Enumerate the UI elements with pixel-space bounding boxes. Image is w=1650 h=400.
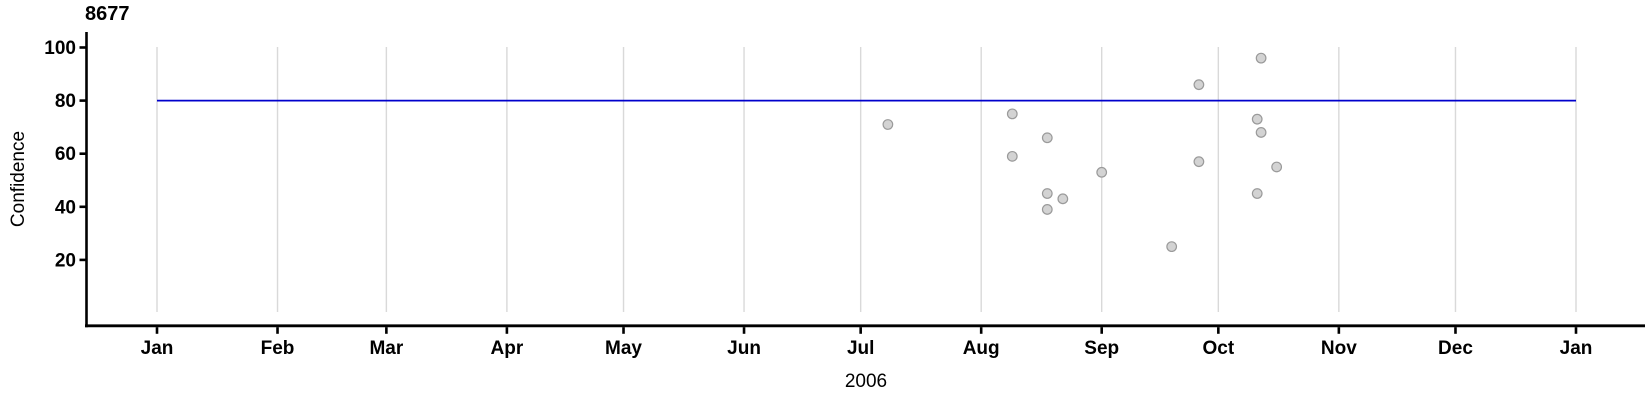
- x-tick-label: Jun: [727, 338, 761, 359]
- data-point: [1271, 161, 1283, 173]
- x-axis-title: 2006: [844, 371, 888, 392]
- y-tick-label: 40: [55, 197, 76, 218]
- y-tick-label: 20: [55, 250, 76, 271]
- data-point: [1006, 150, 1018, 162]
- data-point: [1251, 188, 1263, 199]
- data-point: [1041, 188, 1053, 199]
- x-tick-label: May: [605, 338, 642, 359]
- data-point: [882, 119, 894, 130]
- data-point: [1255, 127, 1267, 138]
- x-tick-label: Nov: [1321, 338, 1357, 359]
- x-tick-label: Jan: [141, 338, 174, 359]
- data-point: [1041, 204, 1053, 215]
- x-tick-label: Dec: [1438, 338, 1473, 359]
- x-tick-label: Jul: [847, 338, 874, 359]
- x-tick-label: Aug: [963, 338, 1000, 359]
- x-tick-label: Sep: [1084, 338, 1119, 359]
- data-point: [1006, 108, 1018, 120]
- data-point: [1041, 132, 1053, 144]
- y-tick-label: 80: [55, 91, 76, 112]
- data-point: [1255, 52, 1267, 64]
- y-tick-label: 60: [55, 144, 76, 165]
- data-point: [1193, 79, 1205, 91]
- data-point: [1193, 156, 1205, 168]
- y-tick-label: 100: [44, 38, 76, 59]
- data-point: [1096, 166, 1108, 178]
- data-point: [1166, 241, 1178, 253]
- data-point: [1251, 113, 1263, 125]
- data-point: [1057, 193, 1069, 205]
- x-tick-label: Mar: [369, 338, 403, 359]
- x-tick-label: Apr: [491, 338, 524, 359]
- panel-title: 8677: [85, 3, 130, 25]
- x-tick-label: Feb: [261, 338, 295, 359]
- x-tick-label: Oct: [1202, 338, 1234, 359]
- x-tick-label: Jan: [1560, 338, 1593, 359]
